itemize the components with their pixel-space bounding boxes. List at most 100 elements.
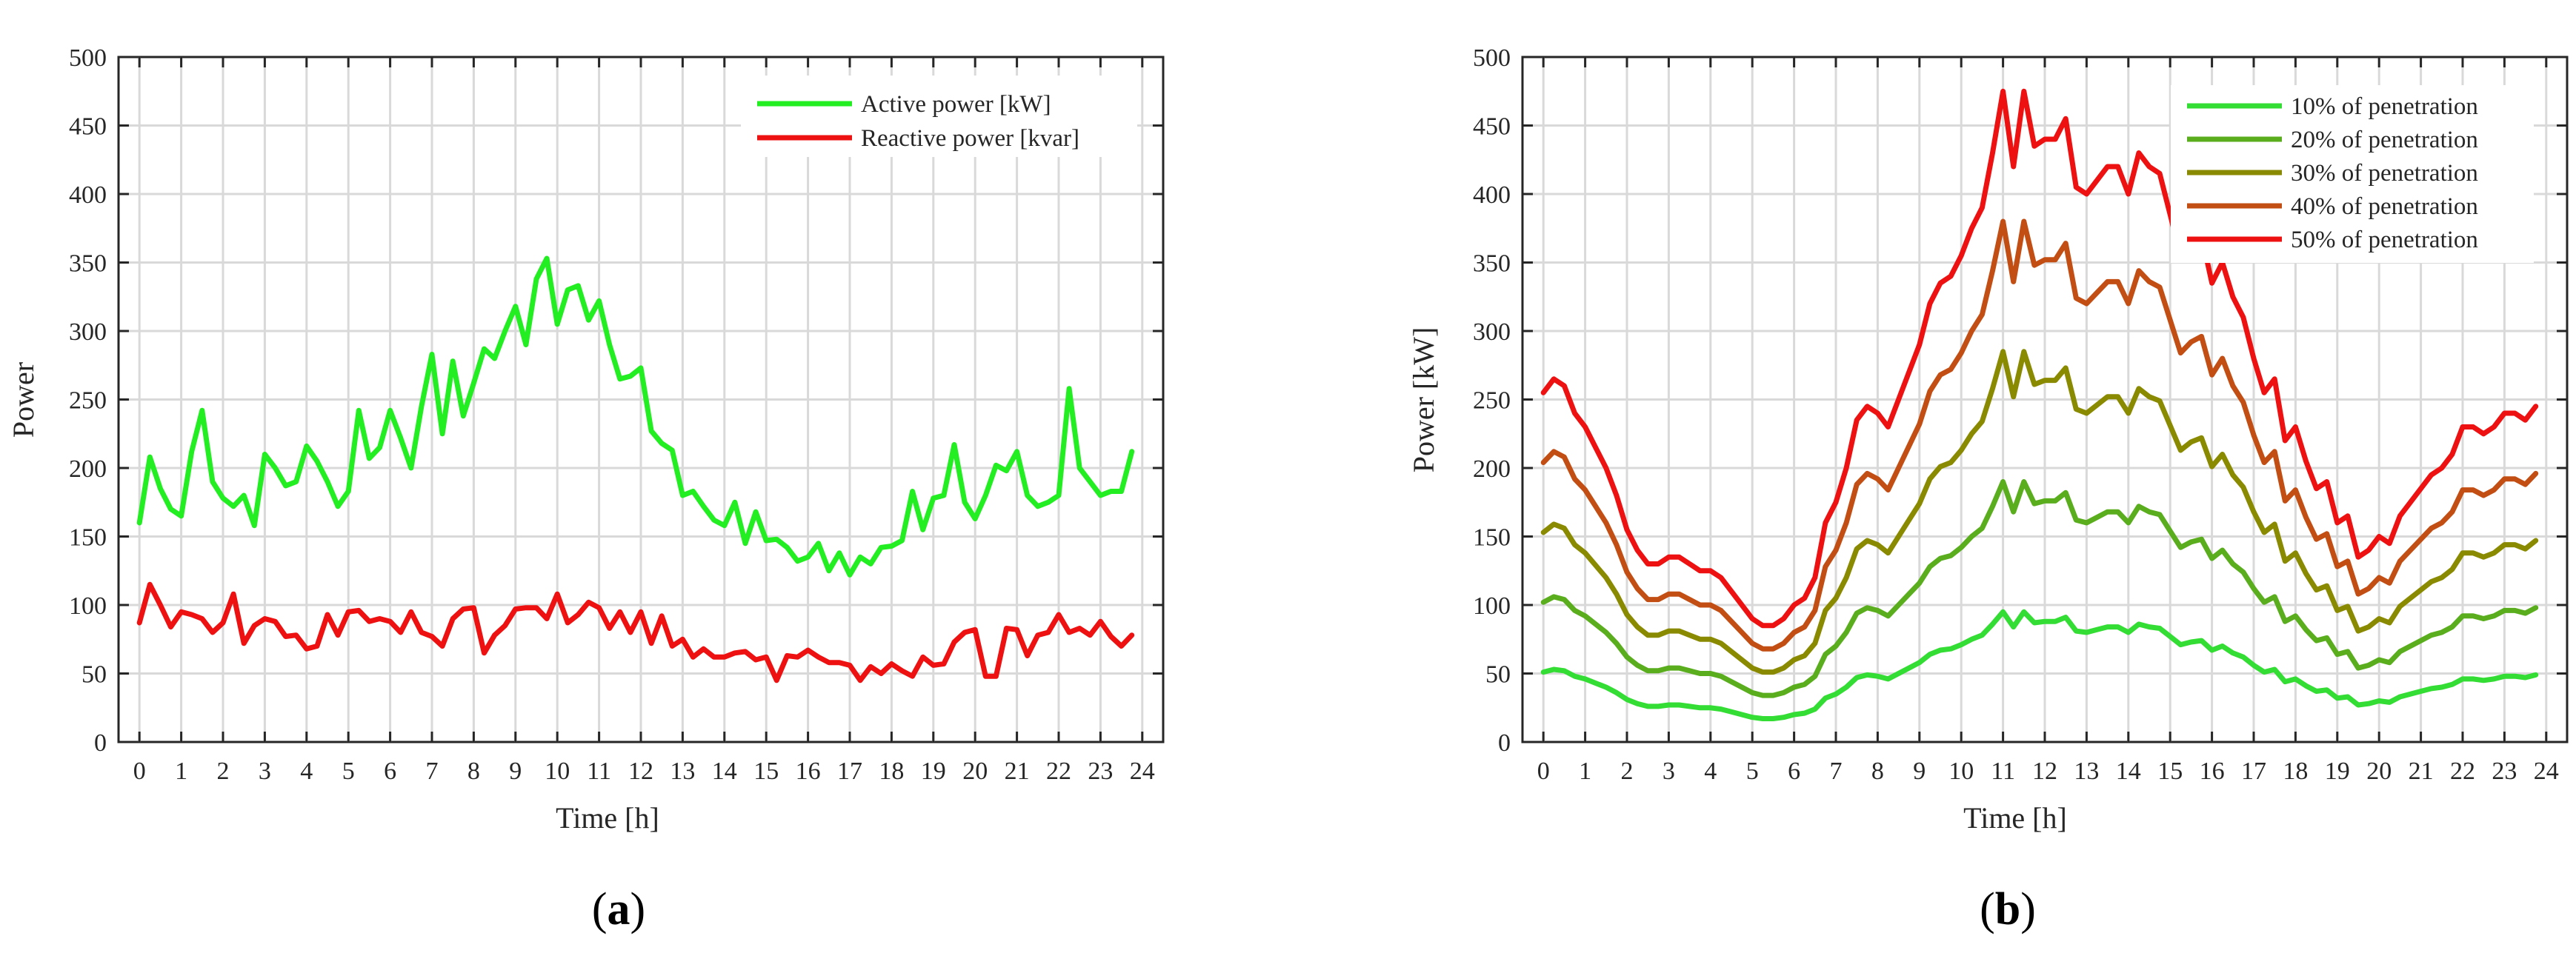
chart-b-ylabel: Power [kW] xyxy=(1407,327,1440,473)
chart-a-xtick-label: 6 xyxy=(384,758,396,785)
chart-a-ytick-label: 150 xyxy=(69,524,107,552)
chart-b-xtick-label: 18 xyxy=(2283,758,2308,785)
chart-b-series-line-1 xyxy=(1540,479,2539,698)
chart-a-series-line-0 xyxy=(136,255,1135,578)
chart-b-xtick-label: 5 xyxy=(1746,758,1759,785)
chart-a-xtick-label: 18 xyxy=(879,758,904,785)
chart-a-ytick-label: 200 xyxy=(69,455,107,483)
chart-b-ytick-label: 0 xyxy=(1498,729,1511,757)
chart-b-ytick-label: 450 xyxy=(1473,113,1511,141)
chart-a-xtick-label: 11 xyxy=(587,758,611,785)
chart-a-xtick-label: 16 xyxy=(796,758,821,785)
chart-a: 0 1 2 3 4 5 6 7 8 9 10 11 12 13 14 15 16 17 18 19 20 21 22 23 24… xyxy=(7,44,1165,935)
chart-b-ytick-label: 350 xyxy=(1473,250,1511,278)
chart-b-xtick-label: 24 xyxy=(2534,758,2559,785)
chart-b-xtick-label: 19 xyxy=(2325,758,2350,785)
chart-a-xtick-label: 4 xyxy=(300,758,313,785)
chart-b-xtick-label: 8 xyxy=(1871,758,1884,785)
chart-a-xtick-label: 21 xyxy=(1005,758,1030,785)
chart-b-ytick-label: 400 xyxy=(1473,181,1511,209)
chart-a-ytick-label: 300 xyxy=(69,318,107,346)
chart-b-legend-label-1: 20% of penetration xyxy=(2291,127,2478,153)
chart-a-legend-label-reactive: Reactive power [kvar] xyxy=(861,125,1079,152)
chart-b-ytick-label: 150 xyxy=(1473,524,1511,552)
chart-b-legend-label-4: 50% of penetration xyxy=(2291,227,2478,253)
chart-b-xtick-label: 16 xyxy=(2200,758,2225,785)
chart-b-series-line-4 xyxy=(1540,88,2539,629)
chart-b-ytick-label: 500 xyxy=(1473,44,1511,72)
chart-b-legend-label-2: 30% of penetration xyxy=(2291,160,2478,187)
chart-a-ticks: 0 1 2 3 4 5 6 7 8 9 10 11 12 13 14 15 16 17 18 19 20 21 22 23 24… xyxy=(69,44,1163,785)
chart-b-xtick-label: 9 xyxy=(1913,758,1926,785)
chart-a-xtick-label: 7 xyxy=(426,758,439,785)
chart-b-xtick-label: 12 xyxy=(2032,758,2057,785)
chart-b-xtick-label: 4 xyxy=(1704,758,1717,785)
chart-a-ytick-label: 0 xyxy=(94,729,107,757)
panel-label-a: (a) xyxy=(592,884,645,935)
chart-a-xtick-label: 23 xyxy=(1088,758,1113,785)
chart-b-series-line-3 xyxy=(1540,218,2539,652)
chart-b-legend-label-0: 10% of penetration xyxy=(2291,93,2478,120)
chart-b-xtick-label: 10 xyxy=(1948,758,1974,785)
chart-b-grid xyxy=(1522,57,2567,742)
chart-b-xtick-label: 17 xyxy=(2241,758,2266,785)
chart-a-xtick-label: 13 xyxy=(670,758,695,785)
chart-a-series-line-1 xyxy=(136,581,1135,683)
chart-a-legend-label-active: Active power [kW] xyxy=(861,91,1051,118)
chart-b-xtick-label: 7 xyxy=(1830,758,1843,785)
chart-a-legend: Active power [kW] Reactive power [kvar] xyxy=(741,76,1137,157)
chart-a-ytick-label: 350 xyxy=(69,250,107,278)
chart-a-series xyxy=(136,255,1135,683)
chart-a-xtick-label: 15 xyxy=(753,758,779,785)
chart-a-ylabel: Power xyxy=(7,362,40,438)
chart-b-xlabel: Time [h] xyxy=(1963,801,2067,835)
chart-b-ytick-label: 100 xyxy=(1473,592,1511,620)
chart-b-ytick-label: 50 xyxy=(1485,661,1511,689)
chart-a-xtick-label: 1 xyxy=(175,758,187,785)
chart-a-grid xyxy=(119,57,1163,742)
chart-b-ytick-label: 200 xyxy=(1473,455,1511,483)
chart-a-xtick-label: 10 xyxy=(545,758,570,785)
chart-a-xtick-label: 20 xyxy=(962,758,988,785)
chart-b: 0 1 2 3 4 5 6 7 8 9 10 11 12 13 14 15 16 17 18 19 20 21 22 23 24… xyxy=(1407,44,2569,935)
chart-b-ytick-label: 250 xyxy=(1473,387,1511,415)
chart-a-legend-box xyxy=(741,76,1137,157)
chart-a-ytick-label: 450 xyxy=(69,113,107,141)
chart-a-xtick-label: 12 xyxy=(628,758,653,785)
chart-b-xtick-label: 15 xyxy=(2157,758,2183,785)
chart-a-xlabel: Time [h] xyxy=(556,801,659,835)
chart-b-xtick-label: 14 xyxy=(2116,758,2141,785)
chart-b-xtick-label: 22 xyxy=(2450,758,2475,785)
chart-b-xtick-label: 1 xyxy=(1579,758,1591,785)
chart-b-xtick-label: 0 xyxy=(1537,758,1550,785)
chart-a-xtick-label: 14 xyxy=(712,758,737,785)
chart-b-xtick-label: 2 xyxy=(1621,758,1634,785)
chart-a-ytick-label: 500 xyxy=(69,44,107,72)
chart-a-xtick-label: 5 xyxy=(342,758,355,785)
chart-a-xtick-label: 19 xyxy=(921,758,946,785)
chart-a-xtick-label: 2 xyxy=(217,758,230,785)
chart-a-ytick-label: 50 xyxy=(81,661,107,689)
chart-a-xtick-label: 8 xyxy=(467,758,480,785)
chart-a-xtick-label: 9 xyxy=(509,758,522,785)
chart-a-xtick-label: 22 xyxy=(1046,758,1071,785)
chart-a-ytick-label: 250 xyxy=(69,387,107,415)
chart-a-xtick-label: 17 xyxy=(837,758,862,785)
chart-b-xtick-label: 6 xyxy=(1788,758,1800,785)
chart-a-xtick-label: 3 xyxy=(259,758,271,785)
chart-b-series xyxy=(1540,88,2539,721)
chart-b-ticks: 0 1 2 3 4 5 6 7 8 9 10 11 12 13 14 15 16 17 18 19 20 21 22 23 24… xyxy=(1473,44,2567,785)
chart-a-ytick-label: 100 xyxy=(69,592,107,620)
chart-b-legend: 10% of penetration 20% of penetration 30% … xyxy=(2171,85,2534,263)
panel-label-b: (b) xyxy=(1980,884,2036,935)
chart-b-xtick-label: 13 xyxy=(2074,758,2099,785)
chart-b-ytick-label: 300 xyxy=(1473,318,1511,346)
chart-b-xtick-label: 21 xyxy=(2409,758,2434,785)
chart-a-xtick-label: 24 xyxy=(1130,758,1155,785)
chart-a-ytick-label: 400 xyxy=(69,181,107,209)
panel-label-b-letter: b xyxy=(1995,884,2020,935)
chart-a-xtick-label: 0 xyxy=(133,758,146,785)
chart-b-legend-label-3: 40% of penetration xyxy=(2291,193,2478,220)
chart-b-series-line-2 xyxy=(1540,349,2539,675)
